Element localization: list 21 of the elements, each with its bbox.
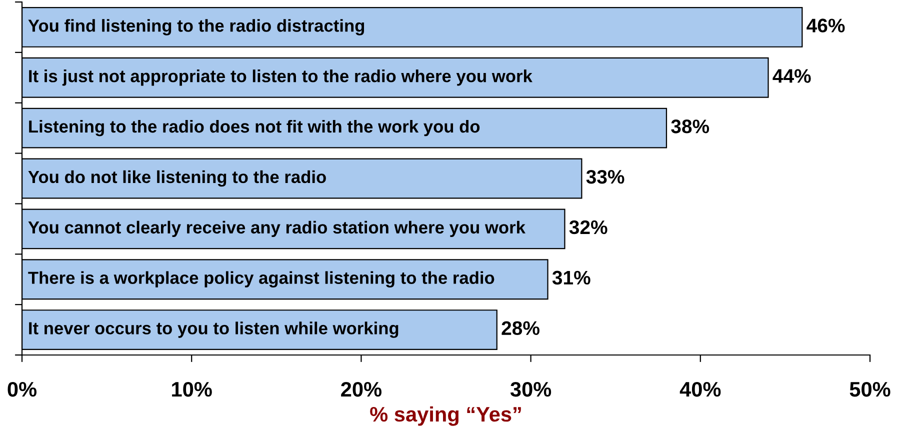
y-tick-label: You cannot clearly receive any radio station where you work [28,220,526,238]
y-tick-label: You find listening to the radio distracting [28,19,364,36]
data-label: 31% [552,270,590,285]
data-label: 44% [772,69,811,83]
x-axis-title: % saying “Yes” [370,406,521,426]
data-label: 38% [671,120,710,134]
y-tick-label: It is just not appropriate to listen to the radio where you work [29,70,532,86]
y-tick-label: It never occurs to you to listen while working [29,322,398,338]
y-tick-label: Listening to the radio does not fit with the work you do [29,120,480,136]
data-label: 32% [569,220,608,234]
x-tick-label: 40% [680,382,721,397]
x-tick-label: 0% [8,382,37,397]
data-label: 33% [586,170,624,184]
data-label: 28% [502,321,540,336]
data-label: 46% [806,18,845,32]
x-tick-label: 20% [341,382,382,397]
x-tick-label: 50% [850,382,890,397]
x-tick-label: 30% [510,382,552,397]
y-tick-label: You do not like listening to the radio [28,170,326,187]
y-tick-label: There is a workplace policy against listening to the radio [28,271,494,288]
x-tick-label: 10% [172,382,212,397]
